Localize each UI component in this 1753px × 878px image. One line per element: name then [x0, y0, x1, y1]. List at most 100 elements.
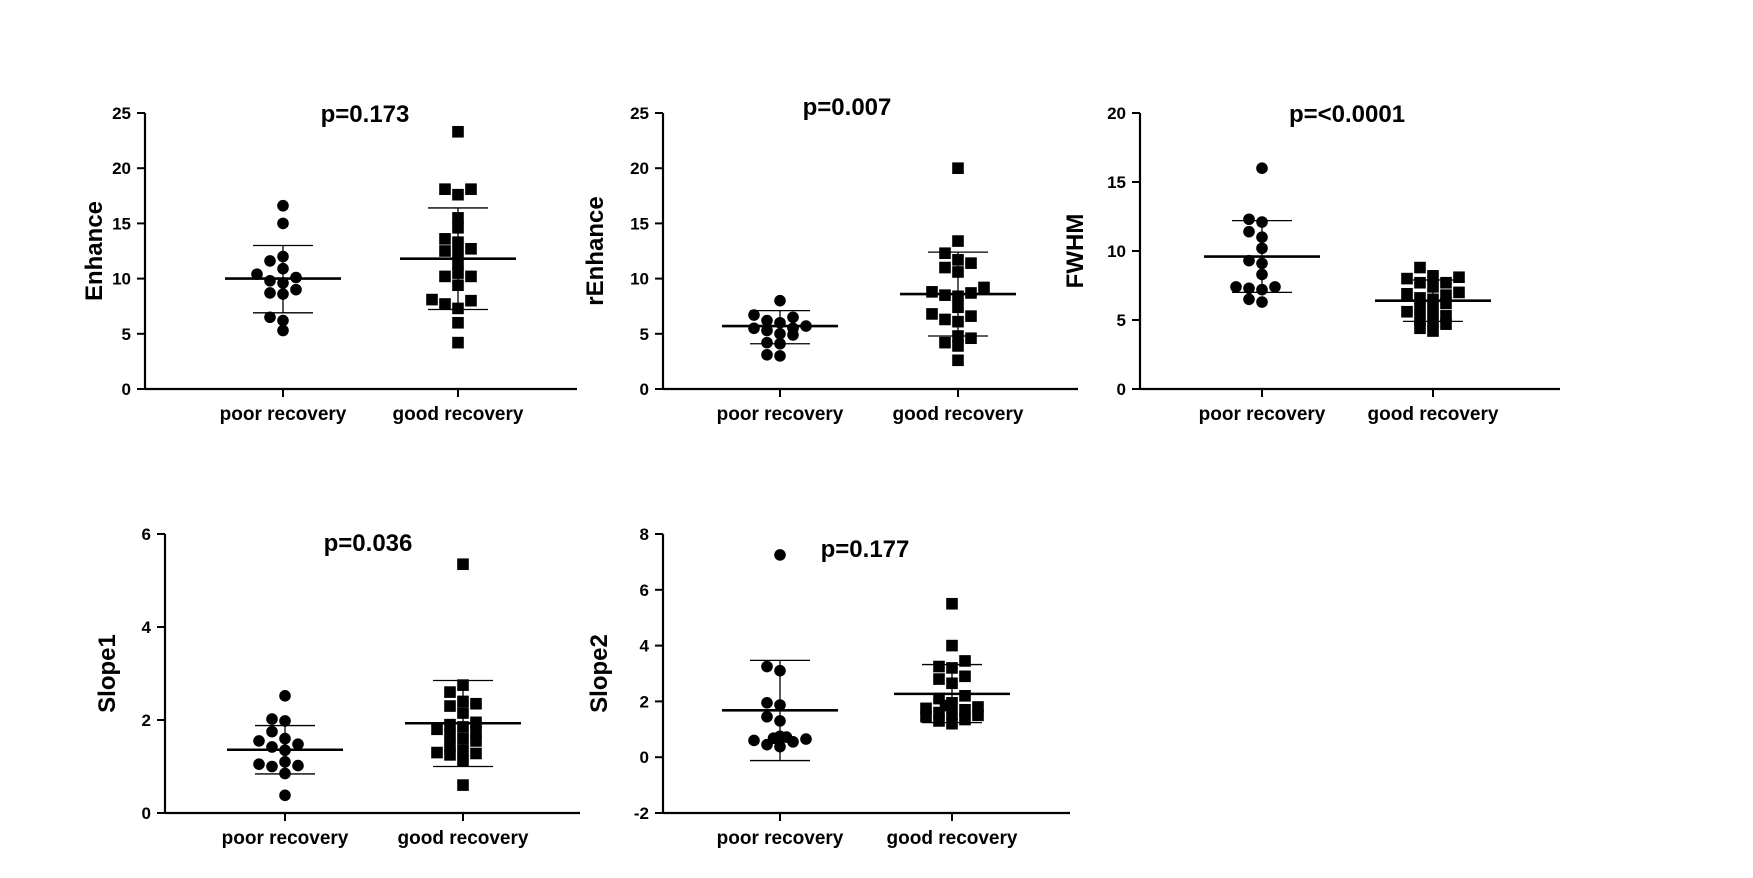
- data-point-circle: [761, 336, 773, 349]
- x-category-label: poor recovery: [222, 828, 349, 849]
- data-point-circle: [277, 277, 289, 289]
- data-point-square: [452, 279, 464, 292]
- data-point-circle: [787, 311, 799, 324]
- data-point-circle: [1256, 257, 1268, 270]
- data-point-circle: [277, 217, 289, 230]
- data-point-circle: [290, 283, 302, 296]
- data-point-circle: [253, 735, 265, 747]
- y-tick-label: 0: [142, 804, 151, 823]
- data-point-circle: [748, 309, 760, 321]
- data-point-square: [939, 699, 952, 712]
- data-point-square: [444, 729, 456, 741]
- data-point-circle: [277, 288, 289, 300]
- data-point-square: [952, 354, 964, 367]
- data-point-square: [946, 639, 958, 652]
- data-point-circle: [761, 738, 773, 751]
- data-point-circle: [1256, 216, 1268, 228]
- data-point-square: [1427, 315, 1439, 328]
- data-point-circle: [264, 275, 276, 287]
- x-category-label: good recovery: [893, 404, 1024, 425]
- data-point-circle: [748, 734, 760, 747]
- data-point-square: [933, 715, 945, 727]
- data-point-square: [452, 336, 464, 349]
- y-tick-label: 4: [640, 637, 650, 656]
- data-point-square: [431, 723, 443, 736]
- data-point-square: [457, 679, 469, 691]
- data-point-circle: [292, 738, 304, 750]
- data-point-square: [452, 257, 464, 269]
- y-tick-label: 5: [640, 325, 649, 344]
- data-point-square: [933, 706, 945, 719]
- data-point-circle: [279, 756, 291, 768]
- data-point-square: [972, 701, 984, 713]
- data-point-square: [978, 281, 990, 294]
- y-axis-label: Slope1: [94, 634, 121, 713]
- y-tick-label: 10: [630, 270, 649, 289]
- data-point-circle: [277, 314, 289, 327]
- data-point-circle: [1256, 231, 1268, 243]
- data-point-square: [959, 703, 971, 716]
- data-point-circle: [279, 715, 291, 727]
- p-value-title: p=0.177: [821, 536, 910, 563]
- data-point-square: [959, 670, 971, 683]
- data-point-square: [465, 183, 477, 195]
- data-point-circle: [761, 660, 773, 673]
- data-point-square: [444, 686, 456, 698]
- chart-panel-5: -2 0 2 4 6 8 poor recovery good recovery Slope2 p…: [586, 525, 1070, 849]
- data-point-square: [1427, 270, 1439, 282]
- data-point-circle: [787, 329, 799, 341]
- data-point-square: [1440, 297, 1452, 310]
- data-point-square: [1401, 272, 1413, 285]
- y-tick-label: 0: [640, 748, 649, 767]
- y-tick-label: 20: [112, 159, 131, 178]
- data-point-circle: [253, 758, 265, 770]
- data-point-square: [439, 270, 451, 283]
- x-category-label: poor recovery: [220, 404, 347, 425]
- data-point-circle: [279, 732, 291, 745]
- data-point-circle: [800, 733, 812, 745]
- y-tick-label: 6: [640, 581, 649, 600]
- data-point-square: [939, 336, 951, 349]
- data-point-square: [959, 655, 971, 667]
- y-tick-label: 8: [640, 525, 649, 544]
- data-point-square: [1414, 322, 1426, 335]
- data-point-square: [946, 597, 958, 610]
- data-point-square: [926, 308, 938, 320]
- x-category-label: good recovery: [887, 828, 1018, 849]
- x-category-label: poor recovery: [717, 828, 844, 849]
- y-tick-label: 0: [1117, 380, 1126, 399]
- data-point-circle: [1243, 282, 1255, 295]
- data-point-square: [965, 332, 977, 345]
- data-point-square: [920, 702, 932, 715]
- data-point-square: [952, 254, 964, 266]
- x-category-label: good recovery: [1368, 404, 1499, 425]
- data-point-circle: [774, 715, 786, 727]
- data-point-square: [952, 340, 964, 352]
- x-category-label: poor recovery: [717, 404, 844, 425]
- y-tick-label: 15: [630, 214, 649, 233]
- data-point-circle: [1256, 162, 1268, 174]
- data-point-square: [1414, 261, 1426, 274]
- data-point-square: [965, 257, 977, 269]
- data-point-square: [939, 313, 951, 326]
- y-tick-label: 5: [1117, 311, 1126, 330]
- data-point-square: [952, 315, 964, 328]
- data-point-circle: [279, 690, 291, 702]
- data-point-circle: [761, 696, 773, 709]
- data-point-square: [946, 677, 958, 690]
- data-point-circle: [292, 759, 304, 772]
- y-tick-label: 20: [630, 159, 649, 178]
- data-point-square: [457, 732, 469, 745]
- y-axis-label: Slope2: [586, 634, 613, 713]
- data-point-square: [946, 696, 958, 709]
- y-tick-label: 15: [112, 214, 131, 233]
- y-tick-label: 10: [1107, 242, 1126, 261]
- data-point-square: [1401, 305, 1413, 318]
- y-tick-label: 6: [142, 525, 151, 544]
- y-axis-label: Enhance: [81, 201, 108, 301]
- data-point-square: [457, 558, 469, 571]
- data-point-square: [465, 242, 477, 255]
- data-point-square: [457, 721, 469, 733]
- data-point-circle: [1256, 242, 1268, 255]
- data-point-circle: [266, 760, 278, 773]
